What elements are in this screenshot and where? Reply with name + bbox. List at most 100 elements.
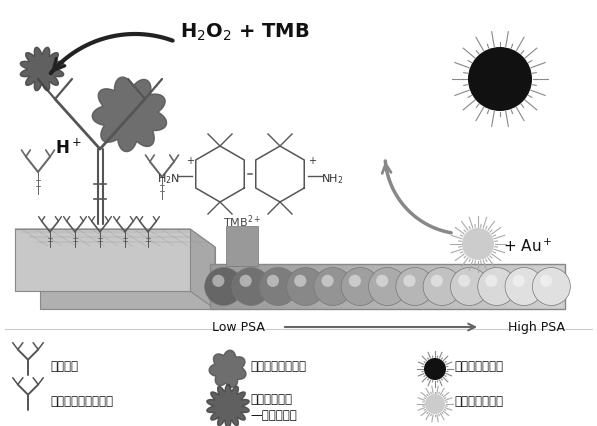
Circle shape bbox=[540, 275, 552, 287]
FancyBboxPatch shape bbox=[467, 265, 472, 309]
FancyBboxPatch shape bbox=[427, 265, 432, 309]
FancyBboxPatch shape bbox=[410, 265, 415, 309]
Circle shape bbox=[468, 48, 532, 112]
FancyBboxPatch shape bbox=[365, 265, 370, 309]
FancyBboxPatch shape bbox=[378, 265, 383, 309]
FancyBboxPatch shape bbox=[401, 265, 406, 309]
Circle shape bbox=[424, 358, 446, 380]
FancyBboxPatch shape bbox=[285, 265, 290, 309]
Text: +: + bbox=[308, 155, 316, 166]
Text: 捕获抗体: 捕获抗体 bbox=[50, 359, 78, 372]
FancyBboxPatch shape bbox=[245, 265, 250, 309]
Circle shape bbox=[368, 268, 407, 306]
Circle shape bbox=[485, 275, 497, 287]
FancyBboxPatch shape bbox=[525, 265, 530, 309]
FancyBboxPatch shape bbox=[494, 265, 499, 309]
Circle shape bbox=[404, 275, 416, 287]
Text: H$^+$: H$^+$ bbox=[54, 138, 81, 157]
Circle shape bbox=[423, 268, 461, 306]
FancyBboxPatch shape bbox=[418, 265, 423, 309]
FancyBboxPatch shape bbox=[436, 265, 441, 309]
Text: 纳米金被氧化后: 纳米金被氧化后 bbox=[454, 394, 503, 407]
FancyBboxPatch shape bbox=[387, 265, 392, 309]
FancyBboxPatch shape bbox=[383, 265, 388, 309]
FancyBboxPatch shape bbox=[267, 265, 273, 309]
Polygon shape bbox=[190, 230, 215, 309]
FancyBboxPatch shape bbox=[512, 265, 516, 309]
Circle shape bbox=[458, 275, 470, 287]
Polygon shape bbox=[209, 351, 246, 387]
FancyBboxPatch shape bbox=[290, 265, 295, 309]
FancyBboxPatch shape bbox=[250, 265, 255, 309]
Circle shape bbox=[462, 228, 494, 260]
FancyBboxPatch shape bbox=[503, 265, 508, 309]
Circle shape bbox=[341, 268, 379, 306]
FancyBboxPatch shape bbox=[227, 265, 233, 309]
Text: H$_2$N: H$_2$N bbox=[156, 172, 180, 185]
FancyBboxPatch shape bbox=[521, 265, 525, 309]
FancyBboxPatch shape bbox=[450, 265, 454, 309]
Text: TMB$^{2+}$: TMB$^{2+}$ bbox=[223, 213, 261, 229]
Circle shape bbox=[232, 268, 270, 306]
FancyBboxPatch shape bbox=[298, 265, 304, 309]
Text: 纳米金被氧化前: 纳米金被氧化前 bbox=[454, 359, 503, 372]
FancyBboxPatch shape bbox=[303, 265, 308, 309]
Circle shape bbox=[213, 275, 224, 287]
FancyBboxPatch shape bbox=[254, 265, 259, 309]
FancyBboxPatch shape bbox=[259, 265, 264, 309]
FancyBboxPatch shape bbox=[343, 265, 348, 309]
FancyBboxPatch shape bbox=[330, 265, 335, 309]
FancyBboxPatch shape bbox=[236, 265, 242, 309]
FancyBboxPatch shape bbox=[481, 265, 485, 309]
FancyBboxPatch shape bbox=[241, 265, 246, 309]
FancyBboxPatch shape bbox=[476, 265, 481, 309]
Circle shape bbox=[205, 268, 242, 306]
Circle shape bbox=[425, 394, 445, 414]
FancyBboxPatch shape bbox=[276, 265, 282, 309]
Circle shape bbox=[396, 268, 434, 306]
Text: 前列腺特异性抗原: 前列腺特异性抗原 bbox=[250, 359, 306, 372]
FancyBboxPatch shape bbox=[516, 265, 521, 309]
Circle shape bbox=[314, 268, 352, 306]
Circle shape bbox=[533, 268, 570, 306]
FancyBboxPatch shape bbox=[441, 265, 446, 309]
FancyBboxPatch shape bbox=[556, 265, 561, 309]
FancyBboxPatch shape bbox=[219, 265, 224, 309]
FancyBboxPatch shape bbox=[294, 265, 299, 309]
FancyBboxPatch shape bbox=[272, 265, 277, 309]
FancyBboxPatch shape bbox=[423, 265, 428, 309]
Text: 生物素化的检测抗体: 生物素化的检测抗体 bbox=[50, 394, 113, 407]
Polygon shape bbox=[207, 384, 249, 426]
Polygon shape bbox=[15, 230, 215, 248]
FancyBboxPatch shape bbox=[356, 265, 361, 309]
FancyBboxPatch shape bbox=[445, 265, 450, 309]
Circle shape bbox=[267, 275, 279, 287]
FancyBboxPatch shape bbox=[370, 265, 375, 309]
FancyBboxPatch shape bbox=[321, 265, 326, 309]
FancyBboxPatch shape bbox=[530, 265, 534, 309]
Circle shape bbox=[478, 268, 516, 306]
FancyBboxPatch shape bbox=[396, 265, 401, 309]
FancyBboxPatch shape bbox=[463, 265, 468, 309]
Text: 辣根过氧化酶
—链霉亲和素: 辣根过氧化酶 —链霉亲和素 bbox=[250, 392, 297, 421]
Circle shape bbox=[450, 268, 488, 306]
FancyBboxPatch shape bbox=[490, 265, 494, 309]
FancyBboxPatch shape bbox=[392, 265, 397, 309]
FancyBboxPatch shape bbox=[543, 265, 548, 309]
FancyBboxPatch shape bbox=[538, 265, 543, 309]
FancyBboxPatch shape bbox=[226, 227, 258, 266]
Circle shape bbox=[322, 275, 334, 287]
FancyBboxPatch shape bbox=[316, 265, 321, 309]
FancyBboxPatch shape bbox=[534, 265, 539, 309]
FancyBboxPatch shape bbox=[232, 265, 237, 309]
FancyBboxPatch shape bbox=[432, 265, 437, 309]
FancyBboxPatch shape bbox=[334, 265, 339, 309]
Text: High PSA: High PSA bbox=[508, 321, 565, 334]
FancyBboxPatch shape bbox=[352, 265, 357, 309]
FancyBboxPatch shape bbox=[498, 265, 503, 309]
FancyBboxPatch shape bbox=[485, 265, 490, 309]
Circle shape bbox=[259, 268, 297, 306]
Circle shape bbox=[287, 268, 325, 306]
Circle shape bbox=[239, 275, 252, 287]
Polygon shape bbox=[93, 78, 167, 152]
